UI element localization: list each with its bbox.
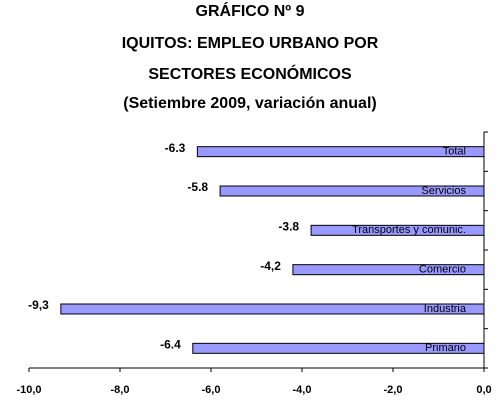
value-label: -9,3: [28, 298, 49, 312]
chart-title: IQUITOS: EMPLEO URBANO POR: [122, 35, 379, 52]
chart-title: (Setiembre 2009, variación anual): [123, 95, 376, 112]
bar: [310, 224, 485, 236]
chart-title: GRÁFICO Nº 9: [196, 1, 305, 20]
value-label: -6.4: [160, 338, 181, 352]
bar: [192, 342, 485, 354]
value-label: -5.8: [187, 180, 208, 194]
x-tick-label: 0,0: [476, 384, 491, 396]
bar: [196, 146, 485, 158]
bar: [60, 303, 485, 315]
value-label: -6.3: [165, 141, 186, 155]
x-tick-label: -6,0: [202, 384, 221, 396]
x-tick-label: -4,0: [293, 384, 312, 396]
x-tick-label: -8,0: [111, 384, 130, 396]
category-label: Industria: [424, 303, 467, 315]
bar: [219, 185, 485, 197]
x-tick-label: -10,0: [16, 384, 41, 396]
chart-title: SECTORES ECONÓMICOS: [148, 64, 352, 83]
value-label: -3.8: [278, 220, 299, 234]
x-tick-label: -2,0: [384, 384, 403, 396]
category-label: Primario: [425, 342, 466, 354]
category-label: Transportes y comunic.: [352, 224, 466, 236]
category-label: Comercio: [419, 264, 466, 276]
category-label: Total: [443, 146, 466, 158]
bar: [292, 264, 485, 276]
value-label: -4,2: [260, 259, 281, 273]
category-label: Servicios: [421, 185, 466, 197]
